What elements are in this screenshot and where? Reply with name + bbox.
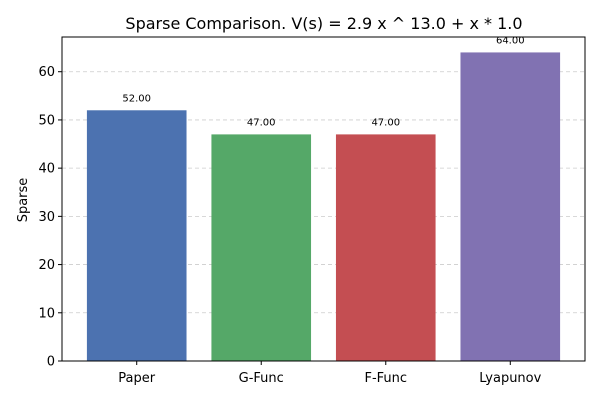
bar-lyapunov [460, 52, 561, 362]
y-tick-label-1: 10 [38, 306, 55, 321]
bars [86, 52, 561, 362]
bar-paper [86, 110, 187, 362]
x-tick-label-1: G-Func [239, 371, 284, 386]
data-label-3: 64.00 [496, 35, 525, 46]
chart-title: Sparse Comparison. V(s) = 2.9 x ^ 13.0 +… [125, 14, 522, 33]
bar-f-func [335, 134, 436, 361]
data-label-1: 47.00 [247, 117, 276, 128]
bar-g-func [211, 134, 312, 361]
x-tick-label-3: Lyapunov [479, 371, 541, 386]
y-tick-label-0: 0 [47, 355, 55, 370]
data-labels: 52.00 47.00 47.00 64.00 [122, 35, 524, 128]
x-tick-label-0: Paper [118, 371, 155, 386]
data-label-2: 47.00 [371, 117, 400, 128]
y-tick-label-3: 30 [38, 210, 55, 225]
y-tick-label-6: 60 [38, 65, 55, 80]
y-tick-label-2: 20 [38, 258, 55, 273]
data-label-0: 52.00 [122, 93, 151, 104]
plot-frame [61, 36, 586, 362]
x-tick-label-2: F-Func [364, 371, 407, 386]
y-axis-label: Sparse [16, 178, 31, 223]
y-tick-label-4: 40 [38, 162, 55, 177]
axes: 0 10 20 30 40 50 60 Paper G-Func F-Func Lyapunov [38, 36, 586, 386]
y-tick-label-5: 50 [38, 113, 55, 128]
